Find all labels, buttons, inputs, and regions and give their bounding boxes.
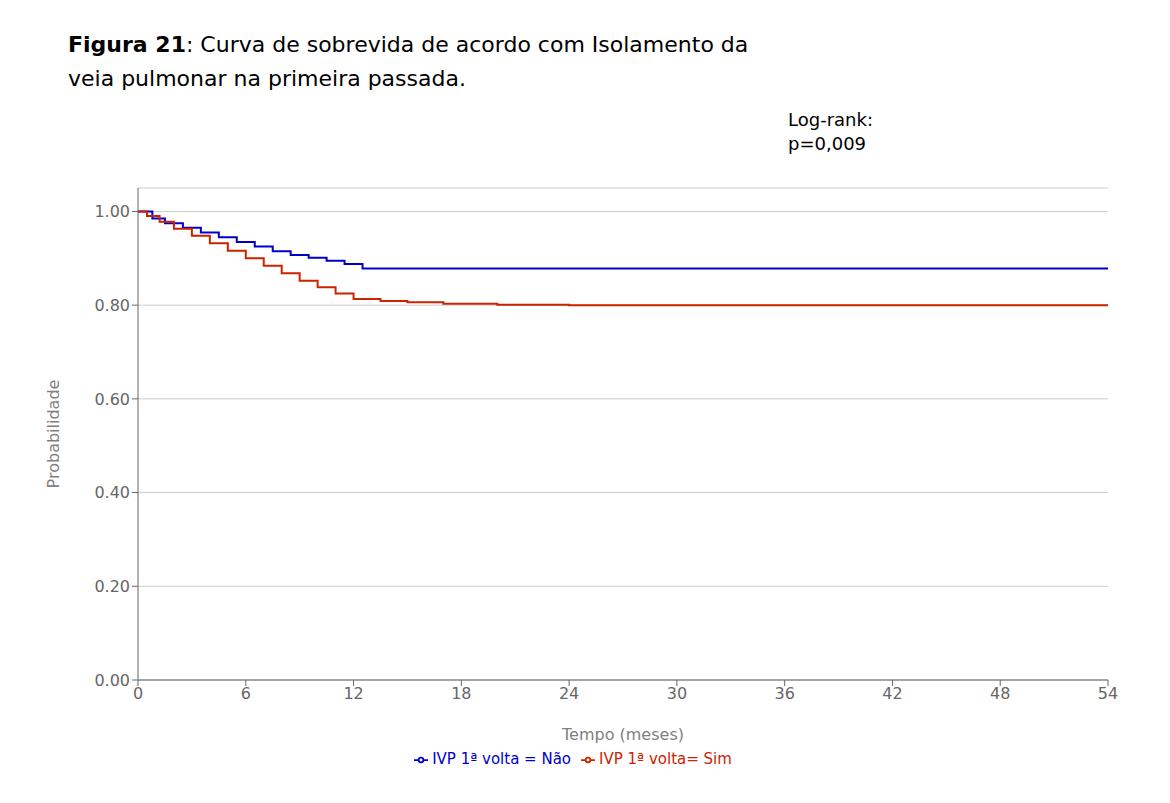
svg-text:0: 0 xyxy=(133,684,143,703)
svg-text:30: 30 xyxy=(667,684,687,703)
html-text:Figura 21: Curva de sobrevida: Figura 21: Curva de sobrevida de acordo … xyxy=(68,32,749,57)
svg-text:24: 24 xyxy=(559,684,579,703)
html-text:IVP 1ª volta= Sim: IVP 1ª volta= Sim xyxy=(599,750,732,768)
svg-text:1.00: 1.00 xyxy=(94,202,130,221)
html-text:IVP 1ª volta = Não: IVP 1ª volta = Não xyxy=(432,750,571,768)
html-text:p=0,009: p=0,009 xyxy=(788,133,866,154)
html-text:veia pulmonar na primeira pass: veia pulmonar na primeira passada. xyxy=(68,66,466,91)
svg-text:0.20: 0.20 xyxy=(94,577,130,596)
svg-text:0.80: 0.80 xyxy=(94,296,130,315)
svg-text:12: 12 xyxy=(343,684,363,703)
svg-text:36: 36 xyxy=(774,684,794,703)
svg-text:Probabilidade: Probabilidade xyxy=(44,380,63,489)
svg-text:54: 54 xyxy=(1098,684,1118,703)
svg-text:18: 18 xyxy=(451,684,471,703)
svg-text:Tempo (meses): Tempo (meses) xyxy=(561,725,684,744)
svg-text:0.60: 0.60 xyxy=(94,390,130,409)
svg-text:6: 6 xyxy=(241,684,251,703)
svg-text:0.00: 0.00 xyxy=(94,671,130,690)
svg-text:0.40: 0.40 xyxy=(94,483,130,502)
svg-text:48: 48 xyxy=(990,684,1010,703)
html-text:Log-rank:: Log-rank: xyxy=(788,109,873,130)
svg-text:42: 42 xyxy=(882,684,902,703)
